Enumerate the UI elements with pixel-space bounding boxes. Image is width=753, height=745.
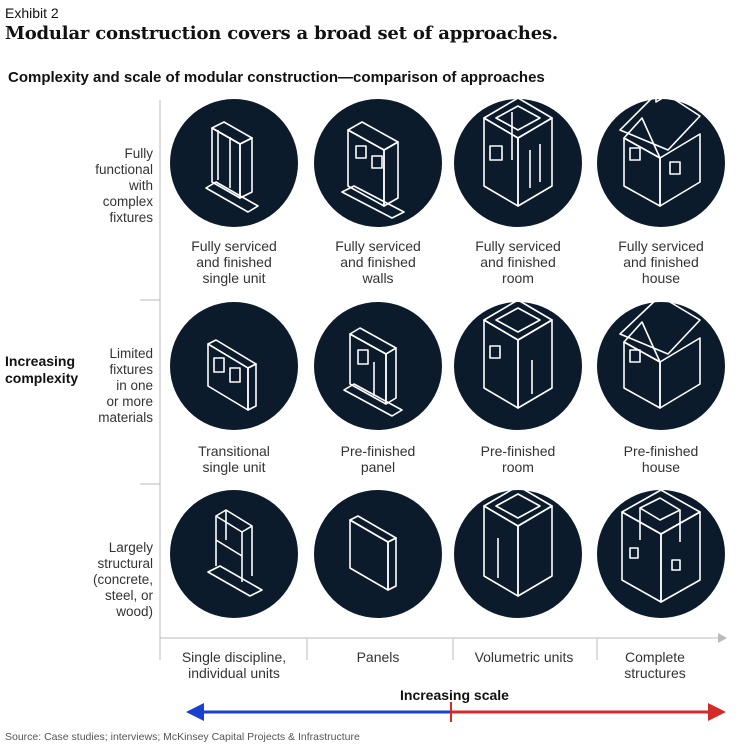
cell-caption: Pre-finished house	[591, 443, 731, 475]
row-label-line: wood)	[116, 604, 153, 619]
source-note: Source: Case studies; interviews; McKins…	[5, 731, 360, 743]
caption-line: Pre-finished	[340, 443, 416, 459]
column-label-line: Volumetric units	[474, 649, 574, 665]
serviced-room-icon	[483, 97, 553, 207]
row-label-line: in one	[116, 378, 153, 393]
caption-line: panel	[360, 459, 396, 475]
y-axis-label: Increasing complexity	[5, 353, 85, 387]
caption-line: Fully serviced	[335, 238, 421, 254]
caption-line: Pre-finished	[480, 443, 556, 459]
column-label-line: Single discipline,	[181, 649, 287, 665]
circle-pre-finished-panel	[314, 302, 442, 430]
serviced-wall-icon	[341, 121, 405, 219]
caption-line: house	[641, 459, 681, 475]
row-label-fully-functional: Fully functional with complex fixtures	[8, 146, 153, 226]
complete-structure-icon	[621, 489, 701, 603]
cell-caption: Transitional single unit	[164, 443, 304, 475]
row-label-limited-fixtures: Limited fixtures in one or more material…	[8, 346, 153, 426]
caption-line: Fully serviced	[618, 238, 704, 254]
y-axis-label-line1: Increasing	[5, 353, 76, 369]
cell-caption: Pre-finished panel	[308, 443, 448, 475]
caption-line: Pre-finished	[623, 443, 699, 459]
caption-line: room	[502, 459, 534, 475]
caption-line: single unit	[202, 270, 266, 286]
row-label-line: structural	[97, 556, 153, 571]
cell-caption: Fully serviced and finished house	[591, 238, 731, 286]
caption-line: house	[641, 270, 681, 286]
transitional-unit-icon	[207, 339, 257, 411]
caption-line: Fully serviced	[475, 238, 561, 254]
row-label-line: Limited	[109, 346, 153, 361]
column-label-line: structures	[624, 665, 686, 681]
row-label-line: fixtures	[109, 362, 153, 377]
single-unit-icon	[205, 121, 259, 213]
column-label-volumetric: Volumetric units	[454, 649, 594, 665]
x-axis-label: Increasing scale	[400, 687, 509, 703]
row-label-line: Fully	[124, 146, 153, 161]
row-label-line: fixtures	[109, 210, 153, 225]
structural-unit-icon	[207, 509, 263, 597]
column-label-complete: Complete structures	[585, 649, 725, 681]
caption-line: Transitional	[198, 443, 270, 459]
caption-line: room	[502, 270, 534, 286]
column-label-line: Panels	[356, 649, 400, 665]
row-label-line: (concrete,	[92, 572, 153, 587]
column-label-line: Complete	[625, 649, 685, 665]
caption-line: Fully serviced	[191, 238, 277, 254]
caption-line: single unit	[202, 459, 266, 475]
circle-structural-single-unit	[170, 490, 298, 618]
column-label-panels: Panels	[308, 649, 448, 665]
row-label-line: with	[128, 178, 153, 193]
circle-structural-panel	[314, 490, 442, 618]
cell-caption: Fully serviced and finished single unit	[164, 238, 304, 286]
headline: Modular construction covers a broad set …	[5, 23, 558, 44]
scale-arrow-right-head	[708, 703, 726, 721]
cell-caption: Pre-finished room	[448, 443, 588, 475]
row-label-line: materials	[98, 410, 153, 425]
column-label-single-discipline: Single discipline, individual units	[164, 649, 304, 681]
circle-transitional-single-unit	[170, 302, 298, 430]
circle-pre-finished-house	[597, 302, 725, 430]
chart-subtitle: Complexity and scale of modular construc…	[8, 69, 545, 86]
x-axis-arrowhead	[718, 633, 727, 643]
row-label-largely-structural: Largely structural (concrete, steel, or …	[8, 540, 153, 620]
caption-line: and finished	[480, 254, 556, 270]
pre-finished-panel-icon	[343, 327, 403, 417]
row-label-line: steel, or	[104, 588, 153, 603]
y-axis-label-line2: complexity	[5, 370, 79, 386]
circle-fully-serviced-house	[597, 99, 725, 227]
pre-finished-room-icon	[483, 299, 553, 409]
row-label-line: complex	[102, 194, 153, 209]
cell-caption: Fully serviced and finished room	[448, 238, 588, 286]
circle-fully-serviced-walls	[314, 99, 442, 227]
column-label-line: individual units	[188, 665, 280, 681]
circle-fully-serviced-single-unit	[170, 99, 298, 227]
exhibit-label: Exhibit 2	[5, 5, 59, 21]
caption-line: and finished	[340, 254, 416, 270]
structural-volumetric-icon	[483, 485, 553, 597]
caption-line: walls	[362, 270, 394, 286]
caption-line: and finished	[623, 254, 699, 270]
row-label-line: or more	[106, 394, 153, 409]
caption-line: and finished	[196, 254, 272, 270]
structural-panel-icon	[349, 515, 397, 591]
scale-arrow-left-head	[186, 703, 204, 721]
serviced-house-icon	[619, 79, 701, 207]
row-label-line: functional	[95, 162, 153, 177]
pre-finished-house-icon	[619, 295, 701, 409]
cell-caption: Fully serviced and finished walls	[308, 238, 448, 286]
row-label-line: Largely	[108, 540, 153, 555]
